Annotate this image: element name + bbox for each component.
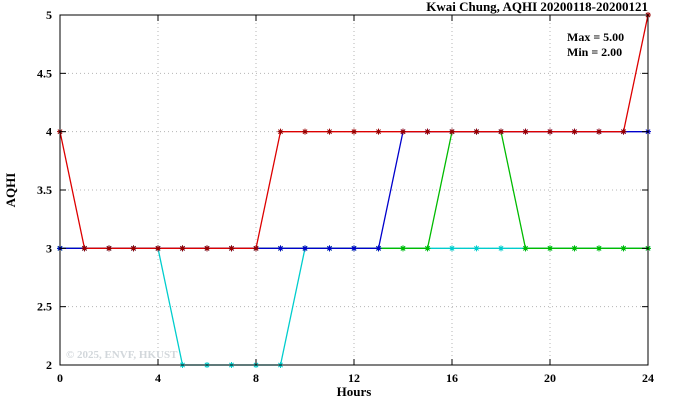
- y-tick-label: 5: [46, 8, 52, 22]
- gridlines: [59, 14, 649, 366]
- chart-title: Kwai Chung, AQHI 20200118-20200121: [426, 0, 648, 14]
- y-tick-label: 3.5: [37, 183, 52, 197]
- annotation-min: Min = 2.00: [567, 45, 622, 59]
- tick-labels: 0 4 8 12 16 20 24 2 2.5 3 3.5 4 4.5 5: [37, 8, 654, 385]
- x-axis-label: Hours: [337, 384, 372, 399]
- y-tick-label: 4.5: [37, 66, 52, 80]
- x-tick-label: 8: [253, 371, 259, 385]
- x-tick-label: 20: [544, 371, 556, 385]
- annotation-max: Max = 5.00: [567, 30, 624, 44]
- x-tick-label: 24: [642, 371, 654, 385]
- y-tick-label: 4: [46, 125, 52, 139]
- plot-border: [59, 14, 649, 366]
- x-tick-label: 4: [155, 371, 161, 385]
- series-layer: [57, 12, 651, 368]
- x-tick-label: 12: [348, 371, 360, 385]
- y-tick-label: 2: [46, 358, 52, 372]
- y-tick-label: 2.5: [37, 300, 52, 314]
- y-axis-label: AQHI: [3, 173, 18, 208]
- x-tick-label: 16: [446, 371, 458, 385]
- y-tick-label: 3: [46, 241, 52, 255]
- watermark: © 2025, ENVF, HKUST: [66, 349, 178, 361]
- axes-layer: [59, 14, 649, 366]
- x-tick-label: 0: [57, 371, 63, 385]
